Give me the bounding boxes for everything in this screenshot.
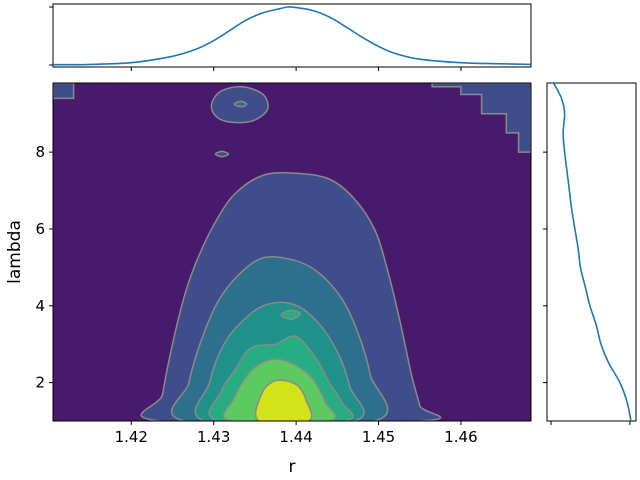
x-tick-label-4: 1.45 bbox=[362, 428, 395, 446]
x-tick-label-3: 1.44 bbox=[279, 428, 312, 446]
top-marginal-ticks bbox=[49, 6, 462, 71]
joint-contour-plot: 1.42 1.43 1.44 1.45 1.46 2 4 6 8 r lambda bbox=[5, 82, 532, 477]
top-marginal-frame bbox=[52, 3, 532, 68]
contour-level-6-region-1 bbox=[254, 379, 313, 421]
right-marginal-density-line bbox=[552, 82, 632, 422]
contour-regions bbox=[53, 83, 531, 421]
x-tick-label-1: 1.42 bbox=[115, 428, 148, 446]
x-tick-label-5: 1.46 bbox=[444, 428, 477, 446]
y-tick-label-3: 6 bbox=[35, 220, 45, 238]
contour-level-4-region-2 bbox=[280, 309, 301, 320]
contour-edge-patch-2 bbox=[431, 83, 531, 153]
contour-level-1-region-3 bbox=[214, 150, 230, 158]
right-marginal-ticks bbox=[543, 151, 631, 425]
top-marginal-density-line bbox=[52, 6, 532, 66]
y-tick-label-2: 4 bbox=[35, 297, 45, 315]
right-marginal-plot bbox=[543, 82, 637, 425]
x-axis-label: r bbox=[289, 457, 296, 477]
right-marginal-frame bbox=[546, 82, 637, 422]
contour-level-2-region-2 bbox=[233, 100, 248, 108]
top-marginal-plot bbox=[49, 3, 532, 71]
main-x-ticks: 1.42 1.43 1.44 1.45 1.46 bbox=[115, 421, 478, 446]
y-axis-label: lambda bbox=[5, 220, 25, 284]
main-plot-frame bbox=[52, 82, 532, 422]
contour-edge-patch-1 bbox=[53, 83, 75, 100]
x-tick-label-2: 1.43 bbox=[197, 428, 230, 446]
y-tick-label-4: 8 bbox=[35, 143, 45, 161]
main-y-ticks: 2 4 6 8 bbox=[35, 143, 53, 392]
y-tick-label-1: 2 bbox=[35, 374, 45, 392]
